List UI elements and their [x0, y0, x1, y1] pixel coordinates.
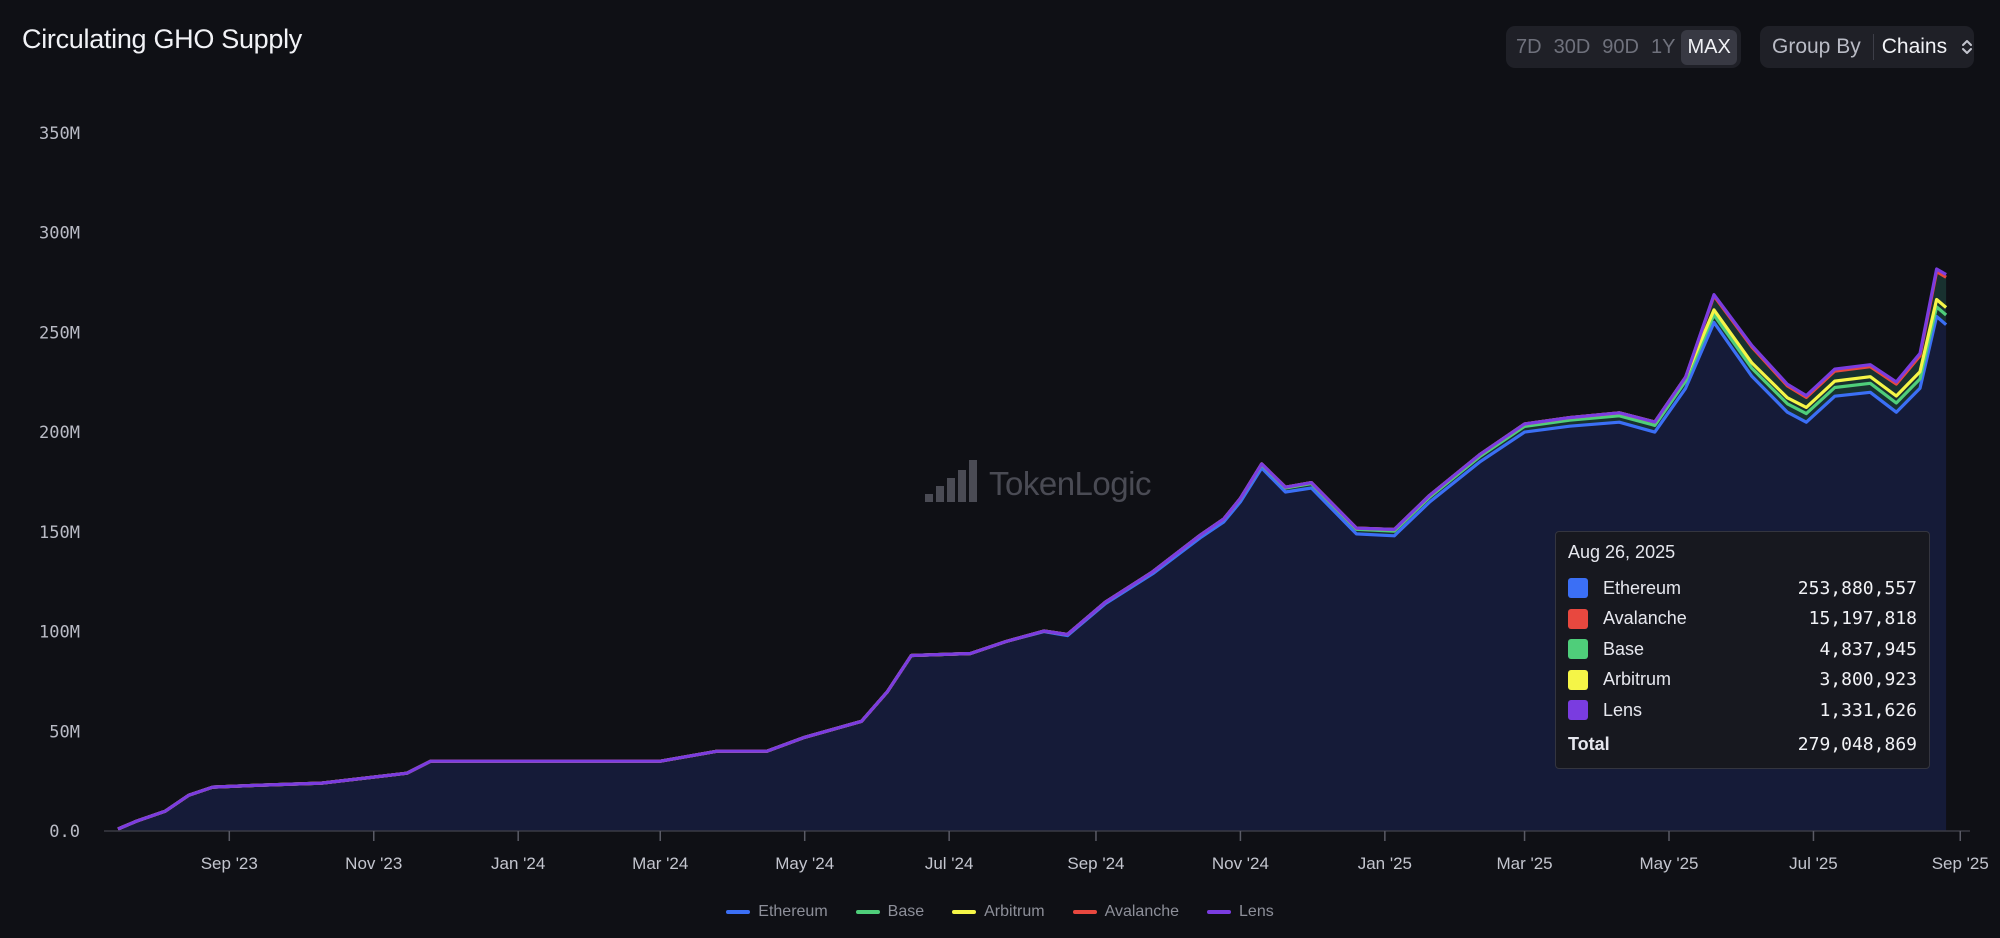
range-30d-button[interactable]: 30D	[1553, 35, 1591, 58]
y-axis: 0.0 50M 100M 150M 200M 250M 300M 350M	[39, 124, 80, 842]
tooltip-row-base: Base 4,837,945	[1568, 634, 1917, 665]
y-tick-label: 350M	[39, 124, 80, 144]
tooltip-series-name: Ethereum	[1603, 577, 1682, 598]
time-range-selector: 7D 30D 90D 1Y MAX	[1506, 26, 1741, 68]
legend-label: Lens	[1239, 903, 1274, 920]
y-tick-label: 100M	[39, 623, 80, 643]
y-tick-label: 150M	[39, 523, 80, 543]
x-tick-label: Sep '24	[1067, 854, 1124, 873]
watermark-text: TokenLogic	[989, 465, 1151, 502]
x-tick-label: Mar '24	[632, 854, 688, 873]
tooltip-series-name: Lens	[1603, 699, 1643, 720]
group-by-divider	[1872, 34, 1874, 60]
legend-label: Avalanche	[1104, 903, 1180, 920]
legend-label: Base	[887, 903, 925, 920]
arbitrum-legend-line	[952, 910, 977, 914]
tooltip-date: Aug 26, 2025	[1568, 542, 1676, 562]
chart-areas	[117, 267, 1948, 831]
x-tick-label: Jul '24	[925, 854, 974, 873]
range-7d-button[interactable]: 7D	[1516, 35, 1542, 58]
x-tick-label: Nov '24	[1212, 854, 1269, 873]
series-line-lens[interactable]	[117, 267, 1947, 831]
y-tick-label: 50M	[49, 722, 80, 742]
tooltip-series-name: Base	[1603, 638, 1645, 659]
legend-item-avalanche[interactable]: Avalanche	[1072, 903, 1180, 921]
group-by-label: Group By	[1772, 35, 1861, 58]
legend-label: Arbitrum	[984, 903, 1045, 920]
tooltip-series-value: 4,837,945	[1819, 638, 1917, 660]
x-tick-label: Mar '25	[1496, 854, 1552, 873]
y-tick-label: 0.0	[49, 822, 80, 842]
base-legend-line	[855, 910, 880, 914]
group-by-select[interactable]: Chains	[1874, 35, 1973, 59]
tooltip-series-name: Arbitrum	[1603, 669, 1672, 690]
tooltip-series-value: 1,331,626	[1819, 699, 1917, 721]
total-area-fill	[118, 269, 1947, 831]
watermark: TokenLogic	[925, 460, 1151, 502]
x-tick-label: Sep '25	[1932, 854, 1989, 873]
range-max-button[interactable]: MAX	[1681, 29, 1737, 65]
tooltip-series-value: 253,880,557	[1797, 577, 1917, 599]
tooltip-row-lens: Lens 1,331,626	[1568, 695, 1917, 726]
tooltip-total-label: Total	[1568, 733, 1610, 754]
x-tick-label: Nov '23	[345, 854, 402, 873]
legend-item-arbitrum[interactable]: Arbitrum	[952, 903, 1045, 921]
x-tick-label: May '25	[1640, 854, 1699, 873]
tooltip-row-ethereum: Ethereum 253,880,557	[1568, 573, 1917, 604]
lens-swatch	[1568, 700, 1588, 721]
arbitrum-swatch	[1568, 669, 1588, 690]
y-tick-label: 300M	[39, 224, 80, 244]
legend-item-lens[interactable]: Lens	[1207, 903, 1274, 921]
lens-legend-line	[1207, 910, 1232, 914]
ethereum-legend-line	[726, 910, 751, 914]
tooltip-series-name: Avalanche	[1603, 608, 1687, 629]
legend-label: Ethereum	[758, 903, 828, 920]
legend-item-base[interactable]: Base	[855, 903, 925, 921]
group-by-control: Group By Chains	[1760, 26, 1974, 68]
x-axis: Sep '23 Nov '23 Jan '24 Mar '24 May '24 Jul '…	[104, 830, 1989, 873]
y-tick-label: 200M	[39, 423, 80, 443]
x-tick-label: Jan '24	[491, 854, 545, 873]
x-tick-label: Sep '23	[201, 854, 258, 873]
bar-logo-icon	[925, 460, 977, 502]
range-1y-button[interactable]: 1Y	[1650, 35, 1676, 58]
chart-legend: Ethereum Base Arbitrum Avalanche Lens	[0, 903, 2000, 921]
tooltip-series-value: 3,800,923	[1819, 669, 1917, 691]
supply-chart[interactable]: 0.0 50M 100M 150M 200M 250M 300M 350M Sep '23 No…	[0, 0, 2000, 900]
chart-title: Circulating GHO Supply	[22, 24, 303, 54]
tooltip-row-arbitrum: Arbitrum 3,800,923	[1568, 665, 1917, 696]
avalanche-legend-line	[1072, 910, 1097, 914]
base-swatch	[1568, 639, 1588, 660]
ethereum-swatch	[1568, 578, 1588, 599]
tooltip-total-value: 279,048,869	[1797, 733, 1917, 755]
chart-tooltip: Aug 26, 2025 Ethereum 253,880,557 Avalan…	[1555, 531, 1930, 769]
avalanche-swatch	[1568, 608, 1588, 629]
x-tick-label: Jan '25	[1358, 854, 1412, 873]
legend-item-ethereum[interactable]: Ethereum	[726, 903, 828, 921]
x-tick-label: Jul '25	[1789, 854, 1838, 873]
tooltip-total-row: Total 279,048,869	[1568, 734, 1917, 755]
y-tick-label: 250M	[39, 323, 80, 343]
tooltip-series-value: 15,197,818	[1808, 608, 1917, 630]
chevron-updown-icon	[1962, 40, 1973, 54]
group-by-value: Chains	[1881, 35, 1948, 58]
range-90d-button[interactable]: 90D	[1602, 35, 1639, 58]
x-tick-label: May '24	[775, 854, 834, 873]
tooltip-row-avalanche: Avalanche 15,197,818	[1568, 604, 1917, 635]
